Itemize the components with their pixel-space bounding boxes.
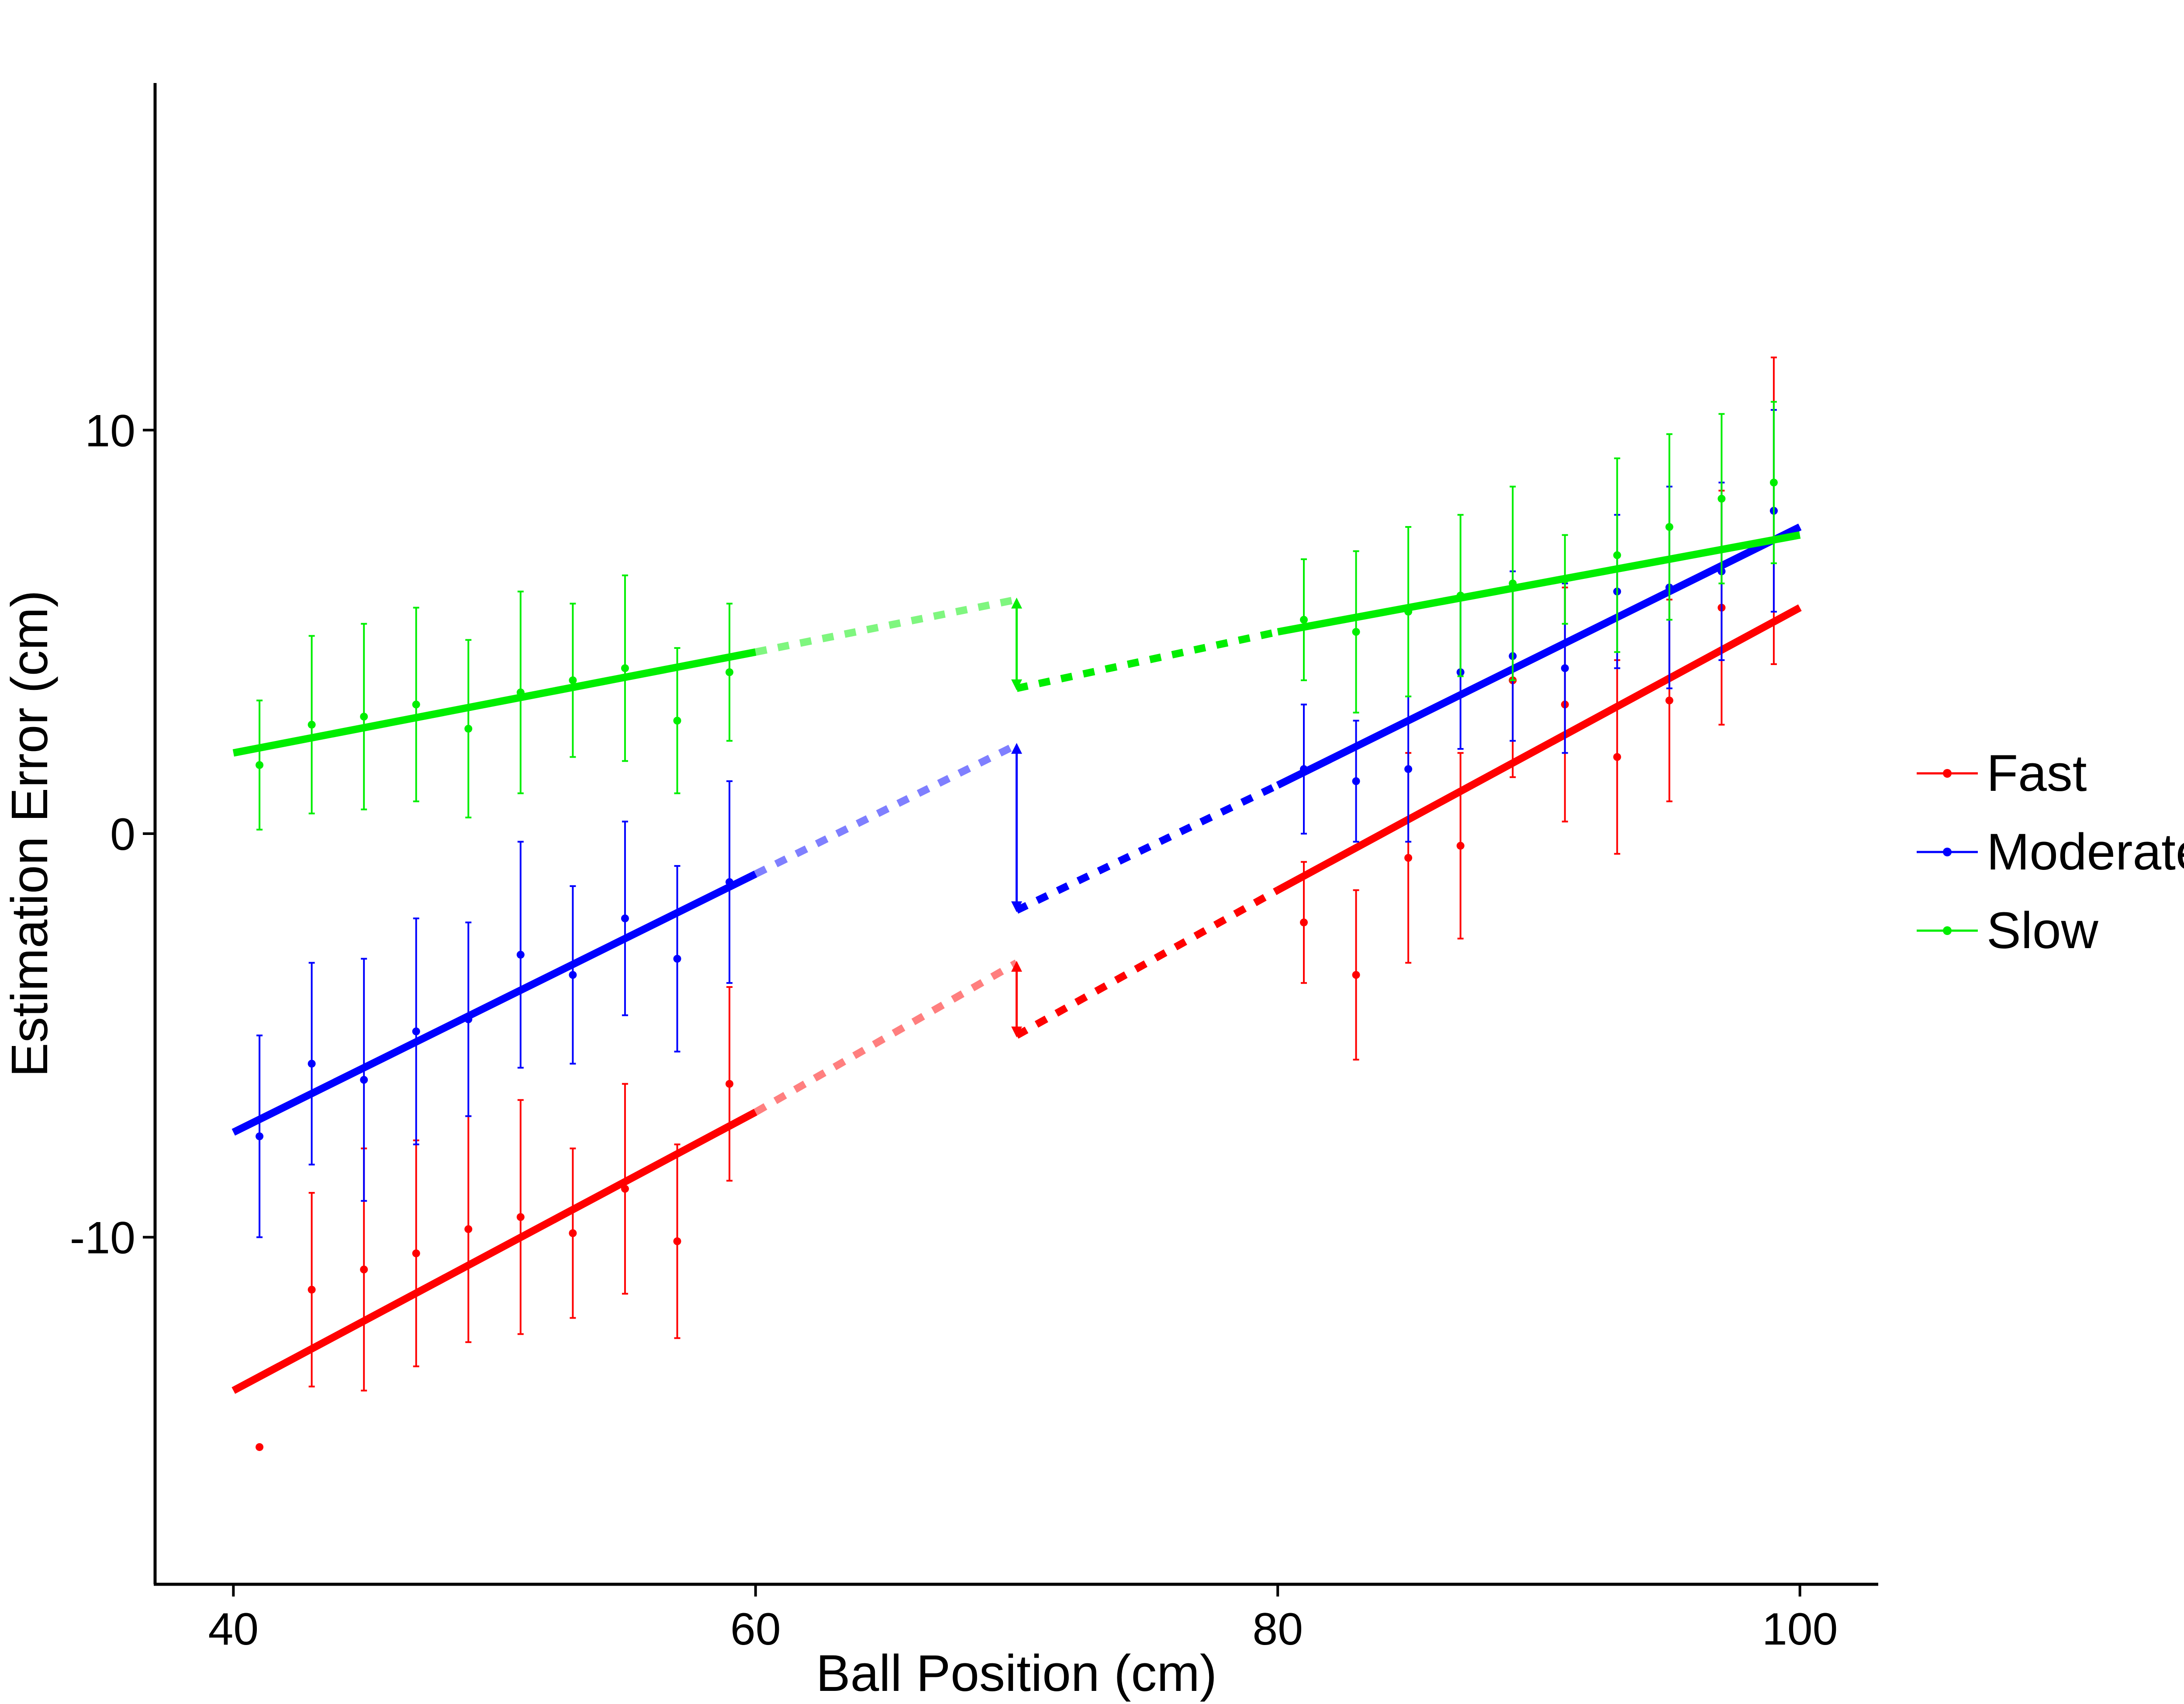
y-ticks: -10 0 10 bbox=[70, 405, 155, 1264]
data-point bbox=[1665, 696, 1673, 705]
x-tick-label: 100 bbox=[1762, 1604, 1838, 1655]
y-tick-label: 10 bbox=[85, 405, 135, 456]
fit-line bbox=[1276, 523, 1802, 789]
data-point bbox=[621, 914, 629, 922]
data-point bbox=[726, 668, 733, 676]
legend-label: Moderate bbox=[1987, 823, 2184, 881]
data-point bbox=[1613, 753, 1621, 761]
legend-swatch-point bbox=[1943, 848, 1952, 856]
axes: 40 60 80 100 -10 0 10 Ball Position (cm) Esti… bbox=[1, 83, 1878, 1702]
data-point bbox=[1665, 523, 1673, 531]
x-axis-title: Ball Position (cm) bbox=[816, 1645, 1217, 1702]
fit-line bbox=[232, 648, 757, 757]
data-point bbox=[1300, 616, 1308, 624]
data-point bbox=[1769, 478, 1778, 487]
data-point bbox=[412, 1027, 420, 1036]
fit-line-dotted bbox=[1015, 782, 1279, 914]
data-point bbox=[1456, 842, 1465, 850]
data-point bbox=[412, 700, 420, 709]
fit-line-dotted bbox=[753, 959, 1019, 1115]
data-point bbox=[360, 1076, 368, 1084]
data-point bbox=[569, 676, 577, 685]
legend-swatch-point bbox=[1943, 926, 1952, 935]
legend-item-slow: Slow bbox=[1917, 902, 2099, 959]
x-ticks: 40 60 80 100 bbox=[208, 1584, 1838, 1655]
legend-label: Fast bbox=[1987, 745, 2087, 802]
data-point bbox=[569, 1229, 577, 1237]
data-point bbox=[673, 1237, 681, 1245]
x-tick-label: 80 bbox=[1252, 1604, 1303, 1655]
fit-line-dotted bbox=[1015, 887, 1280, 1039]
data-point bbox=[1404, 854, 1413, 862]
fit-line-dotted bbox=[754, 741, 1019, 877]
data-point bbox=[256, 1443, 264, 1451]
data-point bbox=[1561, 664, 1569, 672]
data-point bbox=[412, 1249, 420, 1257]
data-point bbox=[1404, 765, 1413, 773]
data-point bbox=[1717, 495, 1726, 503]
data-point bbox=[360, 713, 368, 721]
fit-line-dotted bbox=[755, 596, 1018, 656]
data-point bbox=[1613, 551, 1621, 559]
legend-label: Slow bbox=[1987, 902, 2099, 959]
data-point bbox=[673, 955, 681, 963]
data-point bbox=[726, 1080, 733, 1088]
data-point bbox=[308, 720, 316, 729]
data-point bbox=[464, 1225, 473, 1233]
legend-swatch-point bbox=[1943, 769, 1952, 778]
x-tick-label: 40 bbox=[208, 1604, 259, 1655]
data-point bbox=[256, 1132, 264, 1140]
data-point bbox=[308, 1285, 316, 1294]
data-point bbox=[1300, 918, 1308, 927]
legend-item-fast: Fast bbox=[1917, 745, 2087, 802]
plot-area bbox=[232, 357, 1802, 1451]
series-slow bbox=[232, 401, 1801, 831]
legend-item-moderate: Moderate bbox=[1917, 823, 2184, 881]
data-point bbox=[1352, 628, 1360, 636]
fit-line bbox=[232, 870, 757, 1136]
data-point bbox=[360, 1265, 368, 1274]
data-point bbox=[673, 717, 681, 725]
series-moderate bbox=[232, 409, 1802, 1238]
data-point bbox=[1352, 971, 1360, 979]
data-point bbox=[569, 971, 577, 979]
data-point bbox=[516, 951, 525, 959]
legend: Fast Moderate Slow bbox=[1917, 745, 2184, 959]
data-point bbox=[256, 761, 264, 769]
data-point bbox=[308, 1060, 316, 1068]
fit-line bbox=[1276, 604, 1802, 894]
data-point bbox=[464, 724, 473, 733]
y-tick-label: 0 bbox=[110, 809, 135, 860]
data-point bbox=[1352, 777, 1360, 785]
fit-line-dotted bbox=[1016, 628, 1279, 692]
y-tick-label: -10 bbox=[70, 1213, 135, 1264]
x-tick-label: 60 bbox=[730, 1604, 781, 1655]
series-fast bbox=[232, 357, 1802, 1451]
data-point bbox=[516, 1213, 525, 1221]
data-point bbox=[621, 664, 629, 672]
y-axis-title: Estimation Error (cm) bbox=[1, 590, 59, 1077]
fit-line bbox=[232, 1108, 757, 1394]
fit-line bbox=[1277, 531, 1801, 636]
